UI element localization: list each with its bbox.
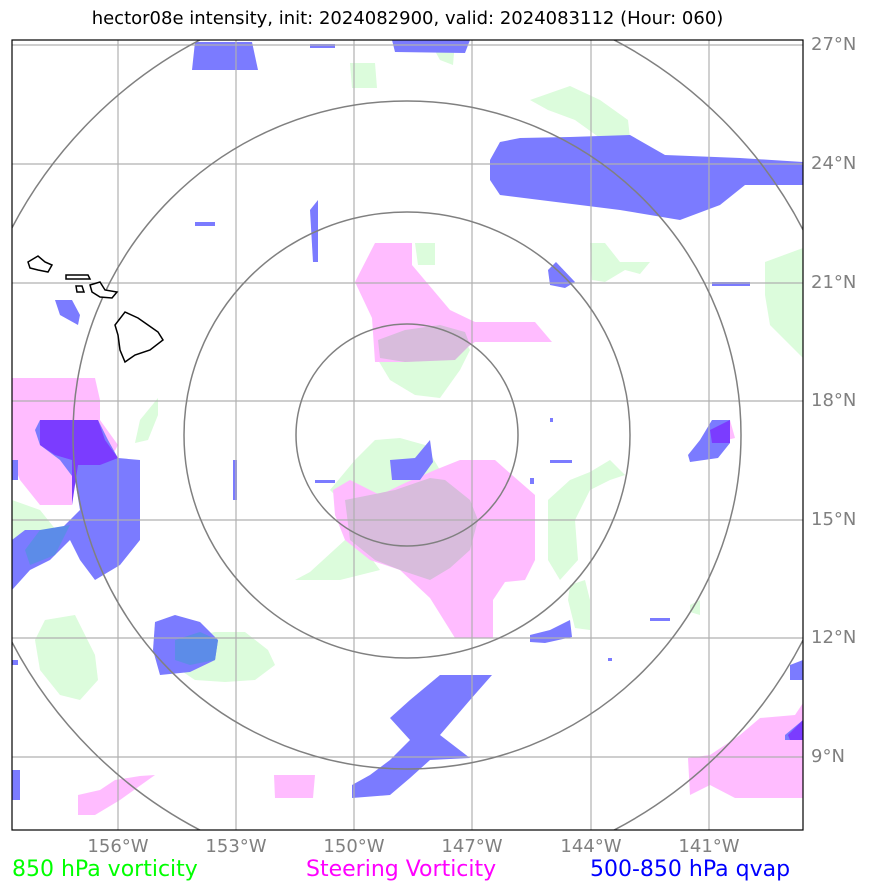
lon-label-144w: 144°W (560, 836, 622, 857)
lon-label-156w: 156°W (87, 836, 149, 857)
lon-label-147w: 147°W (441, 836, 503, 857)
lat-label-24n: 24°N (811, 153, 857, 174)
legend-850-vorticity: 850 hPa vorticity (12, 857, 198, 882)
qvap-layer (12, 40, 803, 800)
qvap-overlap-layer (40, 420, 803, 740)
legend-qvap: 500-850 hPa qvap (590, 857, 791, 882)
qvap-green-overlap-layer (25, 525, 218, 665)
legend-steering-vorticity: Steering Vorticity (306, 857, 497, 882)
map-title: hector08e intensity, init: 2024082900, v… (91, 8, 724, 29)
plot-frame (11, 39, 804, 831)
coastline-hawaii (27, 255, 164, 364)
lon-label-153w: 153°W (205, 836, 267, 857)
vorticity-overlap-layer (345, 325, 478, 580)
lat-label-27n: 27°N (811, 34, 857, 55)
vorticity-850-layer (12, 42, 803, 700)
lon-label-150w: 150°W (323, 836, 385, 857)
lon-label-141w: 141°W (678, 836, 740, 857)
lat-label-21n: 21°N (811, 272, 857, 293)
gridlines (12, 40, 803, 830)
lat-label-9n: 9°N (811, 746, 845, 767)
lat-label-12n: 12°N (811, 627, 857, 648)
range-rings (12, 40, 803, 830)
lat-label-18n: 18°N (811, 390, 857, 411)
lat-label-15n: 15°N (811, 509, 857, 530)
